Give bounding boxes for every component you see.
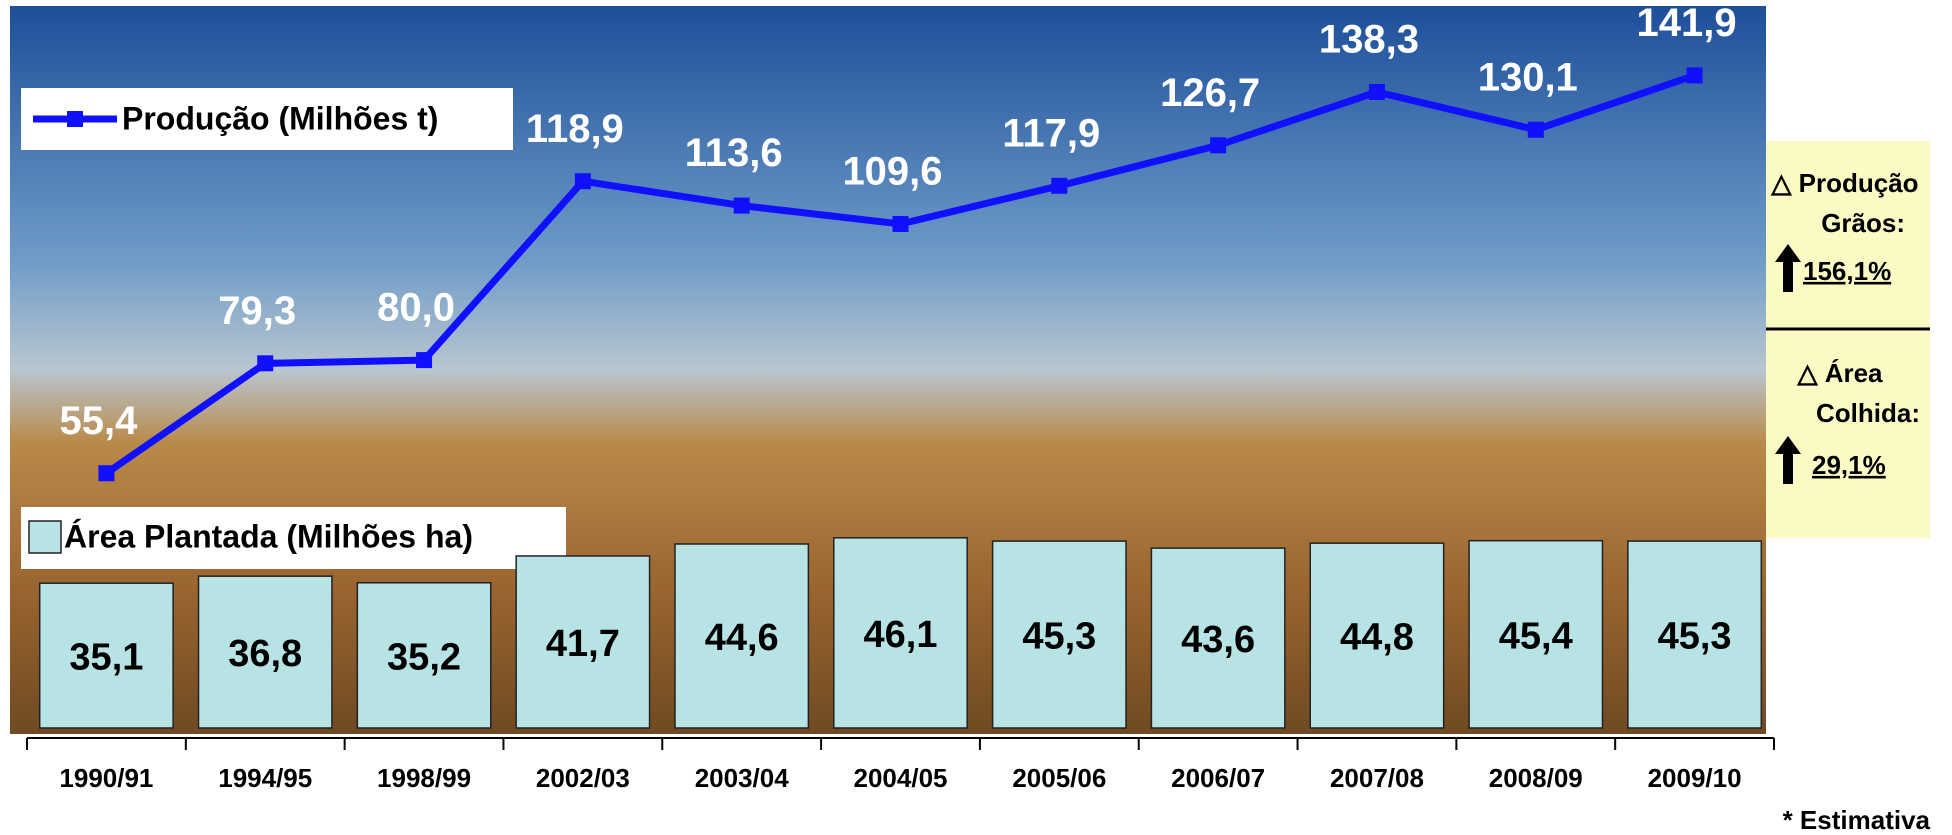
chart: △ Produção Grãos: 156,1% △ Área Colhida:… xyxy=(0,0,1952,835)
x-tick-label: 2007/08 xyxy=(1330,763,1424,793)
x-tick-label: 2004/05 xyxy=(854,763,948,793)
bar-value-label: 35,2 xyxy=(387,636,461,678)
production-label: △ Produção xyxy=(1770,168,1918,198)
line-marker xyxy=(416,352,432,368)
line-marker xyxy=(893,216,909,232)
bar-value-label: 46,1 xyxy=(864,614,938,656)
legend-label: Produção (Milhões t) xyxy=(122,100,438,136)
footnote: * Estimativa xyxy=(1783,805,1931,835)
line-marker xyxy=(98,465,114,481)
line-value-label: 109,6 xyxy=(842,150,942,194)
line-marker xyxy=(1210,137,1226,153)
bar-value-label: 45,3 xyxy=(1658,616,1732,658)
line-marker xyxy=(1051,178,1067,194)
bar-value-label: 45,4 xyxy=(1499,615,1573,657)
x-tick-label: 2009/10 xyxy=(1648,763,1742,793)
line-value-label: 55,4 xyxy=(59,399,138,443)
area-sub: Colhida: xyxy=(1816,398,1920,428)
line-value-label: 80,0 xyxy=(377,286,455,330)
line-value-label: 126,7 xyxy=(1160,71,1260,115)
line-value-label: 118,9 xyxy=(526,107,624,151)
line-marker xyxy=(1369,84,1385,100)
legend-swatch xyxy=(29,521,61,553)
x-tick-label: 2003/04 xyxy=(695,763,790,793)
x-tick-label: 1994/95 xyxy=(218,763,312,793)
line-marker xyxy=(575,173,591,189)
bar-value-label: 45,3 xyxy=(1022,616,1096,658)
bar-value-label: 43,6 xyxy=(1181,619,1255,661)
line-marker xyxy=(1528,122,1544,138)
x-tick-label: 2006/07 xyxy=(1171,763,1265,793)
line-marker xyxy=(1687,67,1703,83)
line-value-label: 130,1 xyxy=(1478,55,1578,99)
line-value-label: 141,9 xyxy=(1637,1,1737,45)
x-tick-label: 2008/09 xyxy=(1489,763,1583,793)
x-tick-label: 1990/91 xyxy=(59,763,153,793)
bar-value-label: 36,8 xyxy=(228,633,302,675)
production-change: 156,1% xyxy=(1803,256,1891,286)
area-label: △ Área xyxy=(1796,358,1883,388)
x-tick-label: 2002/03 xyxy=(536,763,630,793)
bar-value-label: 44,6 xyxy=(705,617,779,659)
bar-value-label: 44,8 xyxy=(1340,617,1414,659)
production-sub: Grãos: xyxy=(1821,208,1905,238)
legend-marker xyxy=(67,111,83,127)
bar-value-label: 41,7 xyxy=(546,623,620,665)
line-marker xyxy=(734,198,750,214)
legend-label: Área Plantada (Milhões ha) xyxy=(64,518,473,554)
line-value-label: 79,3 xyxy=(218,289,296,333)
area-change: 29,1% xyxy=(1812,450,1886,480)
line-marker xyxy=(257,355,273,371)
x-tick-label: 1998/99 xyxy=(377,763,471,793)
line-value-label: 117,9 xyxy=(1002,111,1100,155)
x-tick-label: 2005/06 xyxy=(1012,763,1106,793)
line-value-label: 113,6 xyxy=(685,131,783,175)
bar-value-label: 35,1 xyxy=(69,637,143,679)
line-value-label: 138,3 xyxy=(1319,18,1419,62)
